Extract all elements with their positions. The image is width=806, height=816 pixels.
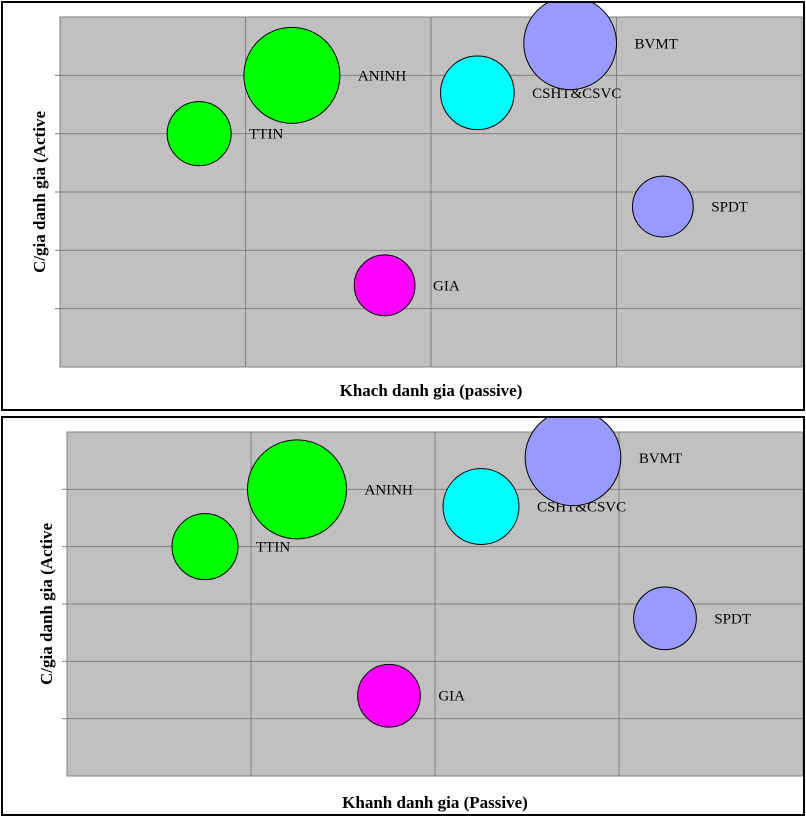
y-axis-title: C/gia danh gia (Active: [30, 111, 49, 273]
bubble-aninh: [243, 26, 341, 124]
bubble-gia: [357, 663, 421, 728]
bubble-label-aninh: ANINH: [365, 482, 413, 498]
bubble-ttin: [166, 101, 232, 167]
bubble-aninh: [247, 439, 347, 540]
bubble-label-aninh: ANINH: [358, 68, 406, 84]
bubble-csht-csvc: [440, 55, 515, 131]
bubble-spdt: [631, 175, 694, 238]
bubble-label-bvmt: BVMT: [635, 36, 678, 52]
bubble-label-spdt: SPDT: [714, 611, 751, 627]
bubble-bvmt: [524, 418, 622, 507]
x-axis-title: Khach danh gia (passive): [340, 381, 523, 400]
bubble-label-bvmt: BVMT: [639, 451, 682, 467]
bubble-label-gia: GIA: [438, 689, 465, 705]
bubble-bvmt: [523, 3, 618, 91]
bubble-label-csht-csvc: CSHT&CSVC: [532, 86, 621, 102]
bubble-chart-panel-bottom: TTIN ANINH CSHT&CSVC BVMT SPDT GIA Khanh danh …: [1, 416, 805, 816]
bubble-csht-csvc: [442, 468, 520, 545]
bubble-label-ttin: TTIN: [256, 540, 290, 556]
bubble-chart-top: TTIN ANINH CSHT&CSVC BVMT SPDT GIA Khach danh …: [30, 3, 803, 400]
bubble-ttin: [171, 513, 239, 581]
bubble-label-spdt: SPDT: [711, 200, 748, 216]
bubble-label-gia: GIA: [433, 278, 460, 294]
x-axis-title: Khanh danh gia (Passive): [342, 793, 528, 812]
bubble-chart-panel-top: TTIN ANINH CSHT&CSVC BVMT SPDT GIA Khach danh …: [1, 1, 805, 411]
bubble-label-ttin: TTIN: [249, 127, 283, 143]
y-axis-title: C/gia danh gia (Active: [37, 523, 56, 685]
bubble-spdt: [633, 586, 697, 651]
bubble-gia: [353, 254, 416, 317]
